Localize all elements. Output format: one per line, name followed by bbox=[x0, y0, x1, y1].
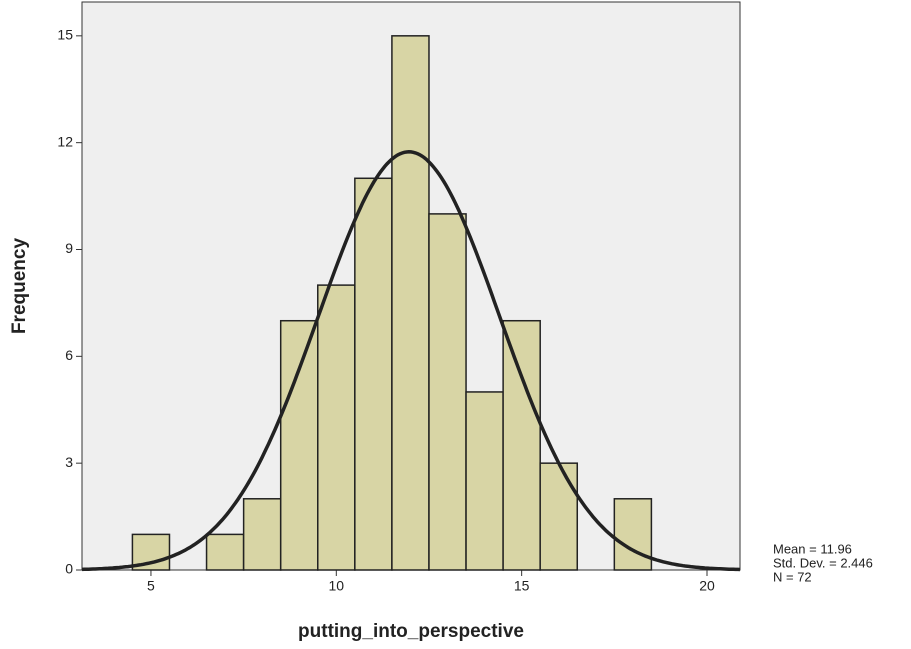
bar bbox=[502, 319, 541, 571]
bar bbox=[539, 462, 579, 571]
x-tick-label: 15 bbox=[514, 578, 530, 594]
bar bbox=[391, 35, 430, 571]
bar bbox=[317, 284, 356, 571]
x-tick-label: 20 bbox=[699, 578, 715, 594]
bar bbox=[279, 319, 319, 571]
bar bbox=[428, 213, 467, 571]
stat-mean: Mean = 11.96 bbox=[773, 541, 852, 556]
y-tick-label: 6 bbox=[65, 347, 73, 363]
bar bbox=[613, 498, 653, 571]
stat-std-dev: Std. Dev. = 2.446 bbox=[773, 555, 873, 570]
bar bbox=[465, 391, 504, 571]
y-tick-label: 3 bbox=[65, 454, 73, 470]
y-axis-title: Frequency bbox=[9, 238, 30, 335]
x-tick-label: 10 bbox=[329, 578, 345, 594]
y-tick-label: 12 bbox=[57, 133, 73, 149]
y-tick-label: 9 bbox=[65, 240, 73, 256]
bar bbox=[205, 533, 245, 571]
bar bbox=[354, 177, 393, 571]
x-axis-title: putting_into_perspective bbox=[298, 621, 524, 642]
y-tick-label: 15 bbox=[57, 27, 73, 43]
bar bbox=[242, 498, 282, 571]
stat-n: N = 72 bbox=[773, 569, 812, 584]
normal-curve bbox=[81, 150, 741, 572]
x-tick-label: 5 bbox=[147, 578, 155, 594]
y-tick-label: 0 bbox=[65, 561, 73, 577]
